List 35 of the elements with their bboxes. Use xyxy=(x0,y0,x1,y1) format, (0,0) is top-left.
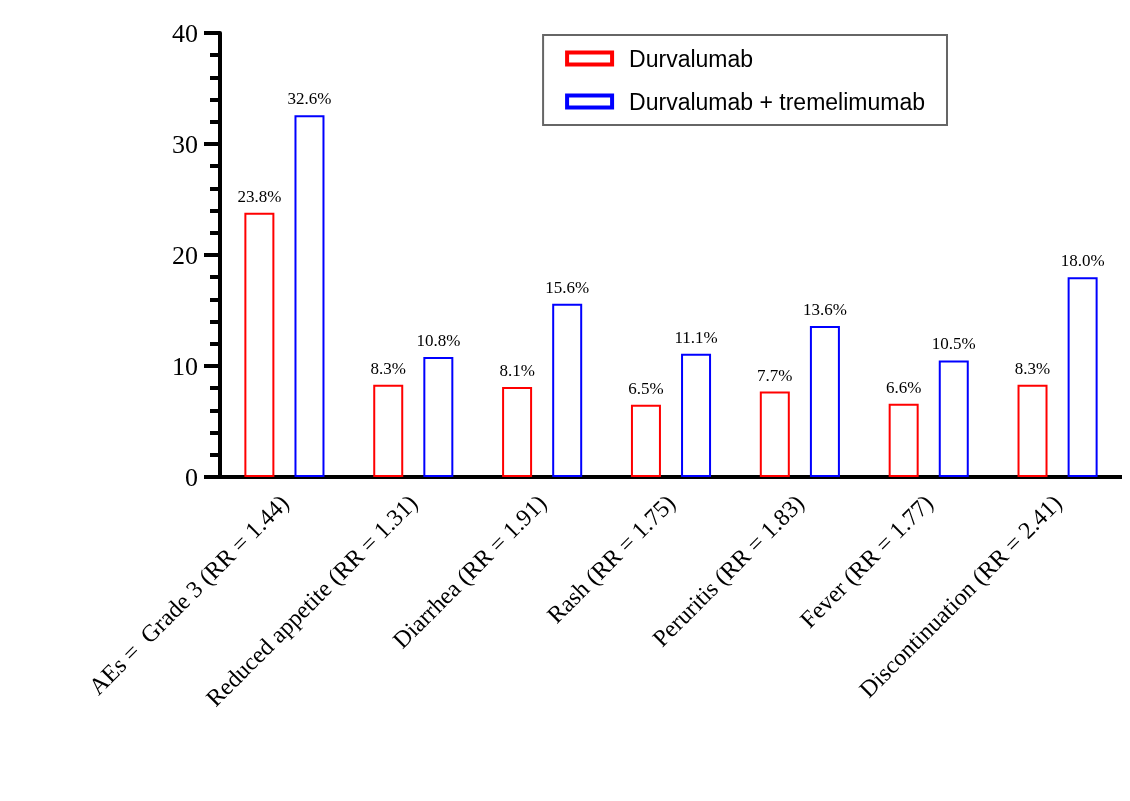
bar xyxy=(373,384,404,477)
data-label: 32.6% xyxy=(287,89,332,109)
bar xyxy=(809,326,840,477)
data-label: 18.0% xyxy=(1060,251,1105,271)
y-tick-label: 0 xyxy=(185,462,198,492)
data-label: 13.6% xyxy=(802,300,847,320)
data-label: 10.8% xyxy=(416,331,461,351)
bar xyxy=(423,357,454,477)
bar xyxy=(681,353,712,477)
data-label: 23.8% xyxy=(237,186,282,206)
data-label: 10.5% xyxy=(931,334,976,354)
bar xyxy=(552,303,583,477)
bar xyxy=(244,212,275,477)
bar xyxy=(759,391,790,477)
y-tick-label: 40 xyxy=(172,18,198,48)
y-tick-label: 30 xyxy=(172,129,198,159)
legend-label: Durvalumab + tremelimumab xyxy=(629,88,926,115)
data-label: 11.1% xyxy=(674,327,718,347)
bar xyxy=(630,404,661,477)
data-label: 6.5% xyxy=(628,378,664,398)
legend-label: Durvalumab xyxy=(629,45,754,72)
data-label: 8.1% xyxy=(499,361,535,381)
y-tick-label: 10 xyxy=(172,351,198,381)
bar xyxy=(938,360,969,477)
y-tick-label: 20 xyxy=(172,240,198,270)
data-label: 15.6% xyxy=(545,277,590,297)
data-label: 8.3% xyxy=(1014,358,1051,378)
bar xyxy=(502,387,533,477)
bar xyxy=(888,403,919,477)
bar xyxy=(1017,384,1048,477)
data-label: 7.7% xyxy=(757,365,793,385)
bar xyxy=(294,115,325,477)
data-label: 8.3% xyxy=(370,358,406,378)
bar xyxy=(1067,277,1098,477)
data-label: 6.6% xyxy=(885,377,922,397)
